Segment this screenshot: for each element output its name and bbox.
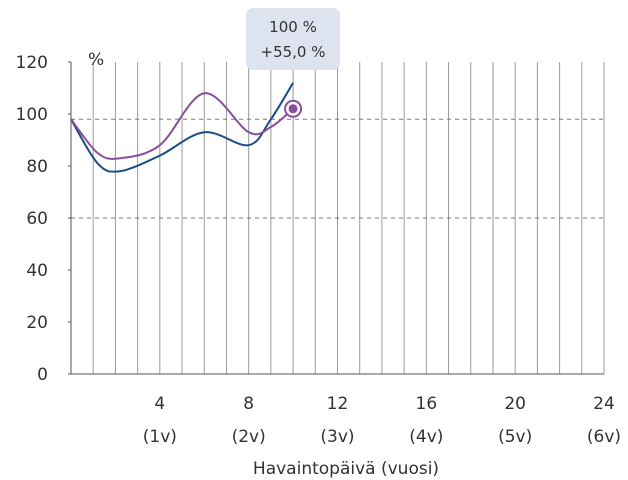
x-tick-label-4: 4 — [154, 394, 165, 414]
y-tick-label-0: 0 — [37, 365, 48, 385]
x-tick-labels: 4 (1v) 8 (2v) 12 (3v) 16 (4v) 20 (5v) 24 (6v) — [143, 394, 621, 447]
y-tick-label-100: 100 — [16, 105, 48, 125]
reference-lines — [71, 118, 604, 219]
tooltip-change: +55,0 % — [261, 43, 326, 61]
x-tick-sublabel-24: (6v) — [587, 427, 621, 447]
x-tick-sublabel-8: (2v) — [232, 427, 266, 447]
x-tick-sublabel-20: (5v) — [498, 427, 532, 447]
tooltip: 100 % +55,0 % — [246, 8, 340, 70]
series-line-1 — [70, 82, 294, 173]
x-tick-label-12: 12 — [327, 394, 349, 414]
series-line-2 — [70, 92, 294, 160]
x-tick-sublabel-4: (1v) — [143, 427, 177, 447]
tooltip-background — [246, 8, 340, 70]
y-tick-label-60: 60 — [26, 209, 48, 229]
y-tick-label-20: 20 — [26, 313, 48, 333]
y-tick-labels: 0 20 40 60 80 100 120 — [16, 53, 71, 385]
y-tick-label-40: 40 — [26, 261, 48, 281]
y-tick-label-120: 120 — [16, 53, 48, 73]
x-tick-label-20: 20 — [504, 394, 526, 414]
x-tick-label-24: 24 — [593, 394, 615, 414]
x-tick-sublabel-16: (4v) — [409, 427, 443, 447]
series-lines — [70, 82, 294, 173]
y-axis-label: % — [88, 50, 104, 70]
x-tick-label-16: 16 — [416, 394, 438, 414]
x-tick-label-8: 8 — [243, 394, 254, 414]
highlight-dot[interactable] — [288, 104, 298, 114]
tooltip-value: 100 % — [269, 18, 317, 36]
highlight-marker[interactable] — [284, 99, 303, 118]
y-tick-label-80: 80 — [26, 157, 48, 177]
x-tick-sublabel-12: (3v) — [320, 427, 354, 447]
x-axis-label: Havaintopäivä (vuosi) — [253, 459, 439, 479]
